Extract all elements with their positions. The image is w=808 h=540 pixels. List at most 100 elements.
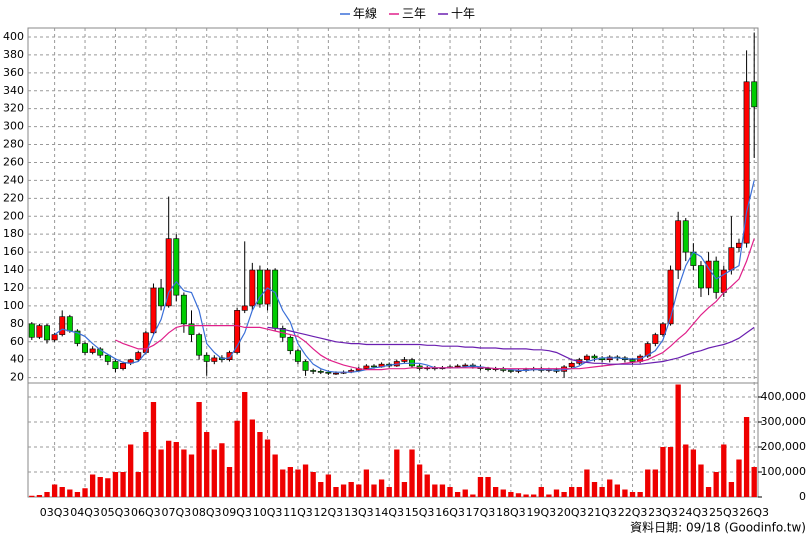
candle-body — [743, 81, 750, 244]
volume-bar — [743, 417, 750, 497]
candle-body — [234, 310, 241, 353]
volume-bar — [660, 447, 666, 497]
ma-line — [115, 238, 755, 371]
volume-bar — [150, 402, 157, 497]
volume-bar — [485, 477, 491, 497]
candle-body — [302, 361, 309, 371]
volume-bar — [97, 477, 103, 497]
y-tick-label: 240 — [3, 173, 24, 186]
candle-body — [112, 361, 119, 369]
x-tick-label: 03Q3 — [40, 506, 70, 519]
volume-bar — [340, 484, 347, 497]
volume-bar — [143, 432, 149, 497]
volume-bar — [622, 489, 628, 497]
volume-bar — [576, 487, 582, 497]
candle-body — [629, 359, 636, 362]
candle-body — [188, 323, 195, 335]
x-tick-label: 04Q3 — [70, 506, 100, 519]
y-tick-label: 20 — [10, 371, 24, 384]
y-tick-label: 160 — [3, 245, 24, 258]
volume-bar — [500, 489, 506, 497]
volume-bar — [705, 487, 712, 497]
x-tick-label: 20Q3 — [557, 506, 587, 519]
candle-body — [74, 330, 81, 344]
candle-body — [751, 81, 758, 108]
candle-body — [325, 371, 332, 374]
volume-bar — [234, 420, 240, 497]
volume-bar — [409, 449, 415, 497]
y-tick-label: 220 — [3, 191, 24, 204]
volume-bar — [204, 432, 210, 497]
volume-bar — [82, 488, 88, 497]
y-tick-label: 180 — [3, 227, 24, 240]
candle-body — [44, 325, 50, 341]
volume-bar — [158, 449, 164, 497]
volume-bar — [713, 472, 719, 497]
volume-bar — [515, 493, 522, 497]
volume-bar — [188, 454, 195, 497]
volume-bar — [667, 447, 674, 497]
volume-bar — [249, 419, 255, 497]
candle-body — [135, 352, 142, 360]
candle-body — [310, 370, 317, 372]
candle-body — [211, 357, 218, 362]
volume-bar — [401, 482, 408, 497]
candle-body — [682, 220, 689, 253]
volume-bar — [394, 449, 400, 497]
candle-body — [736, 242, 742, 248]
volume-bar — [196, 402, 202, 497]
x-tick-label: 14Q3 — [374, 506, 404, 519]
volume-bar — [257, 432, 263, 497]
volume-bar — [629, 492, 636, 497]
y-tick-label: 120 — [3, 281, 24, 294]
y-tick-label: 60 — [10, 335, 24, 348]
volume-bar — [584, 469, 590, 497]
candle-body — [120, 362, 127, 369]
volume-bar — [333, 487, 339, 497]
volume-bar — [310, 472, 316, 497]
volume-bar — [44, 492, 50, 497]
candle-body — [66, 316, 73, 332]
candle-body — [363, 365, 370, 369]
volume-bar — [683, 444, 689, 497]
volume-bar — [454, 492, 461, 497]
volume-bar — [751, 467, 757, 497]
candle-body — [652, 334, 659, 344]
volume-bar — [348, 482, 354, 497]
candle-body — [485, 368, 492, 370]
x-tick-label: 12Q3 — [314, 506, 344, 519]
x-tick-label: 13Q3 — [344, 506, 374, 519]
candle-body — [644, 343, 651, 357]
volume-bar — [120, 472, 126, 497]
volume-bar — [219, 443, 225, 497]
volume-bar — [546, 494, 552, 497]
candle-body — [36, 325, 43, 338]
candle-body — [507, 370, 514, 372]
volume-bar — [166, 440, 172, 497]
volume-bar — [561, 492, 567, 497]
volume-bar — [607, 479, 613, 497]
y-tick-label: 100 — [3, 299, 24, 312]
y2-tick-label: 300,000 — [761, 415, 807, 428]
ma-line — [267, 326, 755, 365]
volume-bar — [432, 484, 438, 497]
y2-tick-label: 0 — [799, 490, 806, 503]
volume-bar — [211, 449, 217, 497]
candle-body — [333, 372, 339, 375]
x-tick-label: 11Q3 — [283, 506, 313, 519]
volume-bar — [181, 449, 187, 497]
volume-bar — [242, 392, 248, 497]
plot-area — [27, 27, 759, 498]
volume-bar — [614, 484, 620, 497]
candle-body — [272, 269, 279, 329]
x-tick-label: 23Q3 — [648, 506, 678, 519]
volume-bar — [112, 472, 119, 497]
volume-bar — [591, 482, 598, 497]
volume-bar — [553, 489, 560, 497]
x-tick-label: 24Q3 — [679, 506, 709, 519]
volume-bar — [226, 467, 233, 497]
volume-bar — [89, 474, 96, 497]
y-tick-label: 340 — [3, 84, 24, 97]
volume-bar — [523, 494, 529, 497]
